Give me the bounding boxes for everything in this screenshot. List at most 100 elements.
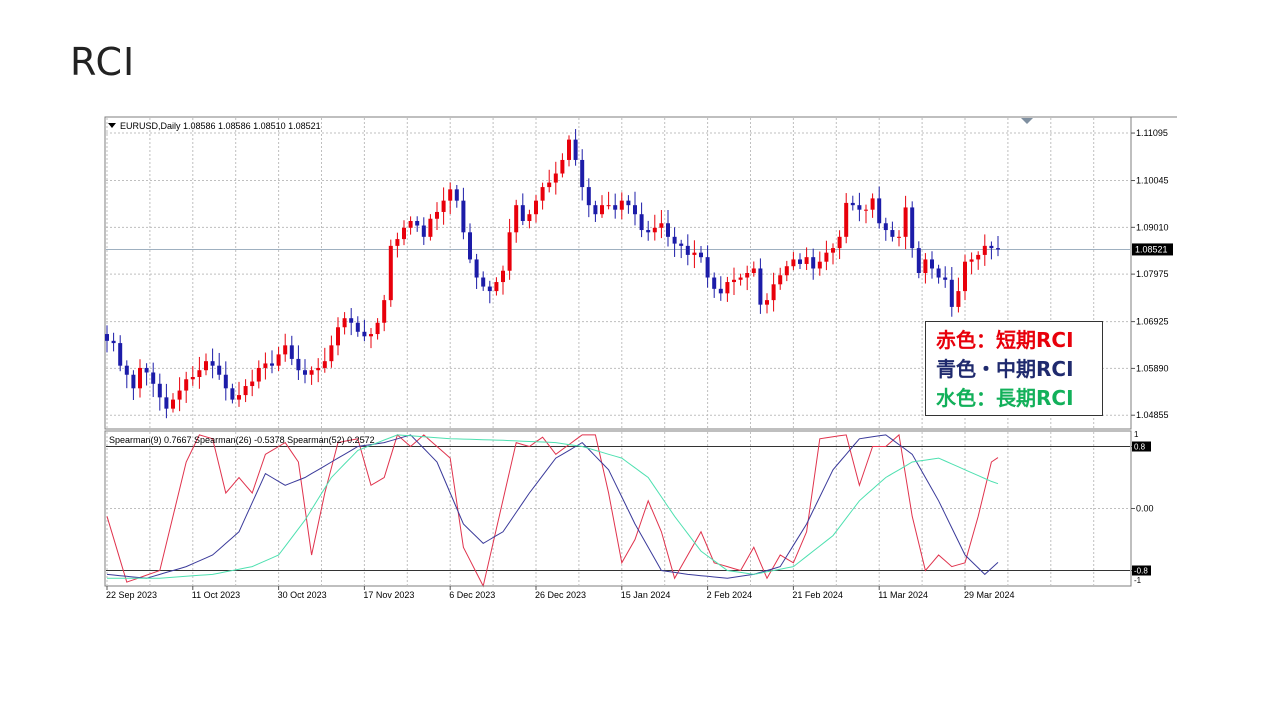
candle-body [672,236,677,244]
candle-body [138,367,142,389]
candle-body [732,279,736,283]
candle-body [936,268,941,278]
rci-series-rci_short [106,433,999,588]
collapse-triangle-icon[interactable] [108,123,116,128]
candle-body [322,361,327,368]
candle-body [870,198,875,210]
candle-body [184,379,189,391]
current-price-label: 1.08521 [1135,244,1168,254]
candles [105,129,1000,419]
candle-body [507,232,512,271]
chart-shift-marker-icon[interactable] [1021,118,1033,124]
candle-body [230,388,235,400]
candle-body [778,275,783,285]
candle-body [824,252,829,262]
candle-body [388,245,393,301]
rci-tick-label: 0.00 [1136,504,1154,514]
candle-body [204,361,208,371]
candle-body [316,367,321,371]
candle-body [976,254,981,260]
candle-body [692,252,697,255]
candle-body [831,248,835,253]
price-tick-label: 1.11095 [1136,128,1168,138]
candle-body [402,227,406,240]
price-tick-label: 1.04855 [1136,410,1169,420]
candle-body [883,223,888,231]
candle-body [441,200,446,212]
candle-body [342,318,347,328]
rci-axis: 0.8 0.00 -0.8 1 -1 [1131,430,1154,585]
candle-body [639,214,644,231]
candle-body [811,257,816,269]
price-tick-label: 1.06925 [1136,317,1169,327]
candle-body [171,399,175,409]
candle-body [771,284,776,301]
candle-body [837,236,842,249]
candle-body [105,334,109,341]
candle-body [712,277,717,289]
candle-body [685,245,690,255]
time-tick-label: 21 Feb 2024 [792,590,843,600]
candle-body [923,259,928,273]
candle-body [514,205,519,233]
legend-short-rci: 赤色：短期RCI [936,328,1074,352]
price-tick-label: 1.07975 [1136,269,1169,279]
candle-body [487,286,492,292]
candle-body [705,257,710,278]
candle-body [580,159,585,188]
candle-body [646,230,651,233]
candle-body [111,340,116,344]
candle-body [633,205,637,215]
candle-body [573,139,578,160]
candle-body [956,291,961,307]
candle-body [798,259,802,264]
time-tick-label: 22 Sep 2023 [106,590,157,600]
legend-mid-rci: 青色・中期RCI [936,357,1074,381]
candle-body [283,345,288,355]
price-axis: 1.11095 1.10045 1.09010 1.07975 1.06925 1.058… [1131,128,1173,420]
price-tick-label: 1.09010 [1136,222,1169,232]
candle-body [666,223,670,237]
candle-body [890,230,895,237]
candle-body [534,200,538,215]
candle-body [494,282,499,292]
candle-body [223,374,228,389]
candle-body [930,259,934,269]
candle-body [243,386,248,396]
candle-body [355,322,360,332]
candle-body [916,248,921,273]
candle-body [151,372,156,384]
candle-body [428,218,433,237]
price-tick-label: 1.10045 [1136,176,1169,186]
rci-lines [106,433,999,588]
candle-body [369,334,373,337]
candle-body [606,205,611,207]
candle-body [969,259,974,262]
candle-body [817,261,822,269]
candle-body [421,225,426,237]
candle-body [699,252,703,258]
rci-chart-header: Spearman(9) 0.7667 Spearman(26) -0.5378 … [109,435,375,445]
time-tick-label: 6 Dec 2023 [449,590,495,600]
candle-body [408,221,413,228]
candle-body [520,205,525,221]
candle-body [501,270,505,283]
candle-body [144,367,149,373]
rci-level-tag [1132,441,1151,452]
candle-body [593,205,598,215]
candle-body [309,370,314,375]
candle-body [454,189,459,201]
slide-title: RCI [70,40,136,84]
candle-body [963,261,967,292]
candle-body [857,205,862,210]
candle-body [461,200,466,233]
candle-body [725,282,730,294]
candle-body [237,395,241,400]
candle-body [586,187,591,206]
candle-body [553,173,558,183]
time-tick-label: 11 Oct 2023 [192,590,240,600]
candle-body [943,277,948,280]
candle-body [164,397,169,409]
rci-levels [106,446,1130,571]
candle-body [738,277,743,280]
